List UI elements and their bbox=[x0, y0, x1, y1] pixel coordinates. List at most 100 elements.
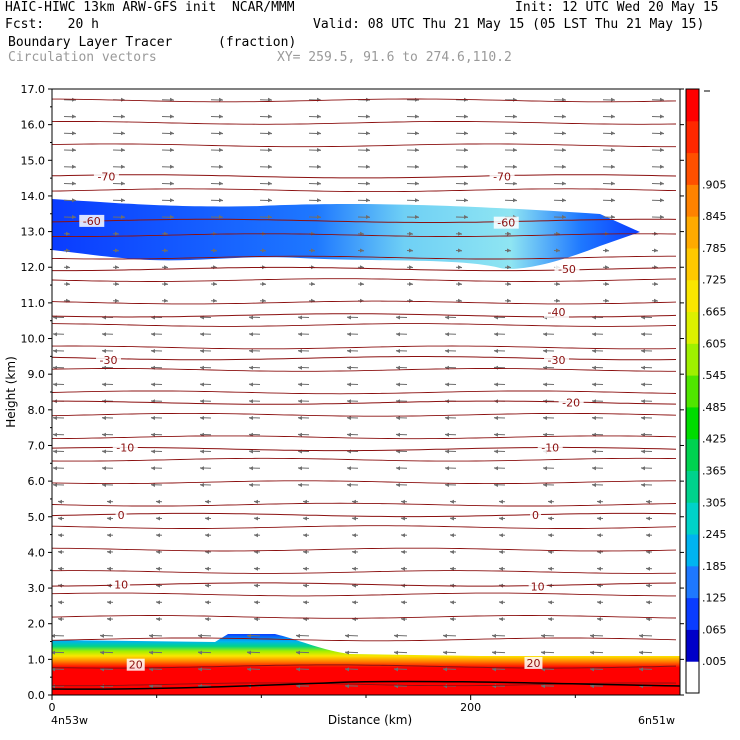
y-tick-label: 1.0 bbox=[28, 653, 46, 666]
contour-line bbox=[52, 313, 677, 318]
contour-label: -30 bbox=[548, 354, 566, 367]
contour-label-bg bbox=[112, 441, 138, 454]
vector-arrowhead bbox=[156, 499, 160, 504]
vector-arrowhead bbox=[641, 449, 645, 454]
contour-line bbox=[52, 592, 676, 597]
contour-label-bg bbox=[524, 656, 543, 669]
vector-arrowhead bbox=[401, 600, 405, 605]
colorbar-swatch bbox=[686, 89, 699, 122]
vector-arrowhead bbox=[464, 214, 468, 219]
vector-arrowhead bbox=[401, 566, 405, 571]
vector-arrowhead bbox=[249, 365, 253, 370]
vector-arrowhead bbox=[102, 416, 106, 421]
vector-arrowhead bbox=[156, 566, 160, 571]
vector-arrowhead bbox=[311, 281, 315, 286]
vector-arrowhead bbox=[445, 416, 449, 421]
vector-arrowhead bbox=[499, 617, 503, 622]
vector-arrowhead bbox=[268, 214, 272, 219]
vector-arrowhead bbox=[170, 164, 174, 169]
contour-line bbox=[52, 300, 677, 305]
vector-arrowhead bbox=[513, 181, 517, 186]
vector-arrowhead bbox=[303, 499, 307, 504]
vector-arrowhead bbox=[347, 315, 351, 320]
upper-tracer-layer bbox=[52, 199, 640, 269]
vector-arrowhead bbox=[394, 650, 398, 655]
vector-arrowhead bbox=[458, 248, 462, 253]
vector-arrowhead bbox=[268, 147, 272, 152]
vector-arrowhead bbox=[100, 633, 104, 638]
vector-arrowhead bbox=[445, 349, 449, 354]
vector-arrowhead bbox=[352, 533, 356, 538]
vector-arrowhead bbox=[360, 298, 364, 303]
vector-arrowhead bbox=[366, 114, 370, 119]
vector-arrowhead bbox=[541, 684, 545, 689]
vector-arrowhead bbox=[102, 466, 106, 471]
vector-arrowhead bbox=[450, 516, 454, 521]
vector-arrowhead bbox=[366, 181, 370, 186]
vector-arrowhead bbox=[562, 97, 566, 102]
vector-arrowhead bbox=[317, 147, 321, 152]
vector-arrowhead bbox=[360, 248, 364, 253]
vector-arrowhead bbox=[450, 600, 454, 605]
cross-section-endpoints: XY= 259.5, 91.6 to 274.6,110.2 bbox=[277, 50, 512, 65]
vector-arrowhead bbox=[303, 533, 307, 538]
vector-arrowhead bbox=[296, 684, 300, 689]
vector-arrowhead bbox=[513, 131, 517, 136]
vector-arrowhead bbox=[107, 533, 111, 538]
vector-arrowhead bbox=[409, 248, 413, 253]
y-tick-label: 6.0 bbox=[28, 475, 46, 488]
vector-arrowhead bbox=[268, 114, 272, 119]
vector-arrowhead bbox=[409, 281, 413, 286]
vector-arrowhead bbox=[590, 684, 594, 689]
vector-arrowhead bbox=[200, 449, 204, 454]
vector-arrowhead bbox=[597, 566, 601, 571]
colorbar-label: .365 bbox=[702, 464, 727, 477]
vector-arrowhead bbox=[401, 533, 405, 538]
contour-label: 0 bbox=[118, 509, 125, 522]
colorbar-label: .485 bbox=[702, 401, 727, 414]
vector-arrowhead bbox=[360, 231, 364, 236]
vector-arrowhead bbox=[53, 416, 57, 421]
vector-arrowhead bbox=[450, 550, 454, 555]
contour-line bbox=[52, 266, 677, 272]
colorbar-frame bbox=[685, 88, 700, 694]
vector-arrowhead bbox=[72, 114, 76, 119]
x-right-endpoint-label: 6n51w bbox=[638, 714, 675, 727]
vector-arrowhead bbox=[458, 265, 462, 270]
vector-arrowhead bbox=[352, 566, 356, 571]
vector-arrowhead bbox=[646, 499, 650, 504]
vector-arrowhead bbox=[345, 667, 349, 672]
vector-arrowhead bbox=[72, 131, 76, 136]
overlay-name: Circulation vectors bbox=[8, 50, 157, 65]
colorbar-swatch bbox=[686, 247, 699, 281]
vector-arrowhead bbox=[170, 214, 174, 219]
vector-arrowhead bbox=[415, 114, 419, 119]
vector-arrowhead bbox=[541, 650, 545, 655]
vector-arrowhead bbox=[151, 349, 155, 354]
vector-arrowhead bbox=[254, 617, 258, 622]
vector-arrowhead bbox=[205, 499, 209, 504]
vector-arrowhead bbox=[401, 550, 405, 555]
contour-label: 20 bbox=[526, 657, 540, 670]
vector-arrowhead bbox=[347, 466, 351, 471]
contour-line bbox=[52, 188, 677, 193]
vector-arrowhead bbox=[268, 198, 272, 203]
colorbar-swatch bbox=[686, 375, 699, 408]
contour-label-bg bbox=[528, 580, 547, 593]
vector-arrowhead bbox=[121, 181, 125, 186]
colorbar-swatch bbox=[686, 597, 699, 630]
contour-line bbox=[52, 512, 677, 518]
y-tick-label: 14.0 bbox=[21, 190, 46, 203]
vector-arrowhead bbox=[121, 164, 125, 169]
vector-arrowhead bbox=[507, 298, 511, 303]
vector-arrowhead bbox=[499, 516, 503, 521]
vector-arrowhead bbox=[548, 550, 552, 555]
vector-arrowhead bbox=[592, 483, 596, 488]
colorbar-swatch bbox=[686, 406, 699, 440]
vector-arrowhead bbox=[513, 97, 517, 102]
vector-arrowhead bbox=[654, 298, 658, 303]
vector-arrowhead bbox=[646, 583, 650, 588]
vector-arrowhead bbox=[53, 449, 57, 454]
colorbar-label: .845 bbox=[702, 210, 727, 223]
colorbar-swatch bbox=[686, 343, 699, 376]
